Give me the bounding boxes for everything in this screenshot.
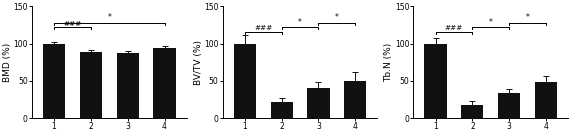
Bar <box>154 48 175 118</box>
Bar <box>271 102 293 118</box>
Bar <box>424 44 447 118</box>
Y-axis label: BV/TV (%): BV/TV (%) <box>194 40 203 85</box>
Text: ###: ### <box>445 25 463 31</box>
Bar <box>535 82 557 118</box>
Text: *: * <box>526 13 530 22</box>
Bar <box>461 105 484 118</box>
Bar <box>43 44 65 118</box>
Bar <box>80 53 102 118</box>
Text: ###: ### <box>254 25 272 31</box>
Y-axis label: Tb.N (%): Tb.N (%) <box>384 42 393 82</box>
Text: *: * <box>489 18 493 27</box>
Text: *: * <box>107 13 111 22</box>
Bar <box>307 88 329 118</box>
Text: ###: ### <box>63 21 82 27</box>
Bar <box>116 53 139 118</box>
Y-axis label: BMD (%): BMD (%) <box>3 42 12 82</box>
Text: *: * <box>335 13 339 22</box>
Text: *: * <box>298 18 302 27</box>
Bar <box>498 93 520 118</box>
Bar <box>344 81 367 118</box>
Bar <box>234 44 256 118</box>
